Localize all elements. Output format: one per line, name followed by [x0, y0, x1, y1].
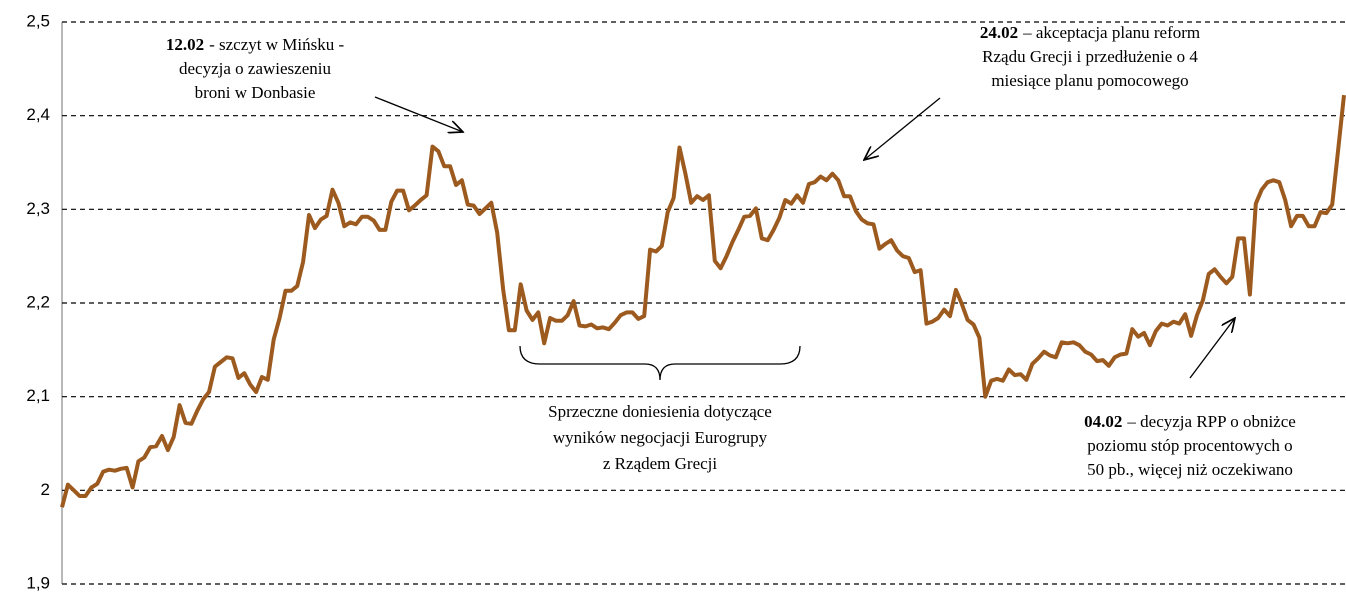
annotation-text: broni w Donbasie: [195, 83, 316, 102]
annotation: z Rządem Grecji: [603, 454, 717, 473]
annotation-text: - szczyt w Mińsku -: [209, 35, 344, 54]
annotation-date: 12.02: [166, 35, 204, 54]
y-tick-label: 2,4: [26, 105, 50, 124]
y-tick-label: 2,5: [26, 11, 50, 30]
annotation: decyzja o zawieszeniu: [179, 59, 331, 78]
annotation-text: 50 pb., więcej niż oczekiwano: [1087, 460, 1293, 479]
annotation: 12.02 - szczyt w Mińsku -: [166, 35, 345, 54]
annotation: 04.02– decyzja RPP o obniżce: [1084, 412, 1296, 431]
annotation-date: 24.02: [980, 23, 1018, 42]
annotation-text: miesiące planu pomocowego: [991, 71, 1188, 90]
annotation-text: wyników negocjacji Eurogrupy: [553, 428, 768, 447]
arrow: [1189, 318, 1235, 379]
annotation: wyników negocjacji Eurogrupy: [553, 428, 768, 447]
annotation-text: Sprzeczne doniesienia dotyczące: [548, 402, 772, 421]
arrow: [864, 97, 941, 160]
annotation-text: – decyzja RPP o obniżce: [1126, 412, 1295, 431]
annotation-text: Rządu Grecji i przedłużenie o 4: [982, 47, 1198, 66]
annotation: 50 pb., więcej niż oczekiwano: [1087, 460, 1293, 479]
annotation-text: decyzja o zawieszeniu: [179, 59, 331, 78]
brace: [519, 345, 801, 381]
annotation: Rządu Grecji i przedłużenie o 4: [982, 47, 1198, 66]
y-tick-label: 2,3: [26, 199, 50, 218]
annotation: poziomu stóp procentowych o: [1087, 436, 1292, 455]
annotation: broni w Donbasie: [195, 83, 316, 102]
y-tick-label: 2,2: [26, 292, 50, 311]
annotation: 24.02– akceptacja planu reform: [980, 23, 1200, 42]
data-line: [60, 94, 1346, 508]
arrow: [374, 96, 463, 132]
y-tick-label: 1,9: [26, 573, 50, 592]
annotation-text: z Rządem Grecji: [603, 454, 717, 473]
annotation: Sprzeczne doniesienia dotyczące: [548, 402, 772, 421]
annotation-date: 04.02: [1084, 412, 1122, 431]
y-tick-label: 2,1: [26, 386, 50, 405]
annotation-text: poziomu stóp procentowych o: [1087, 436, 1292, 455]
annotation-text: – akceptacja planu reform: [1022, 23, 1200, 42]
y-tick-label: 2: [41, 480, 50, 499]
annotation: miesiące planu pomocowego: [991, 71, 1188, 90]
